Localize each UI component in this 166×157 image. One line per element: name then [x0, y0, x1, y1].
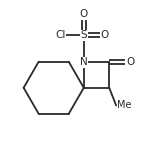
Text: Cl: Cl [55, 30, 65, 40]
Text: S: S [81, 30, 87, 40]
Text: O: O [80, 9, 88, 19]
Text: O: O [126, 57, 134, 67]
Text: Me: Me [117, 100, 131, 111]
Text: N: N [80, 57, 88, 67]
Text: O: O [101, 30, 109, 40]
